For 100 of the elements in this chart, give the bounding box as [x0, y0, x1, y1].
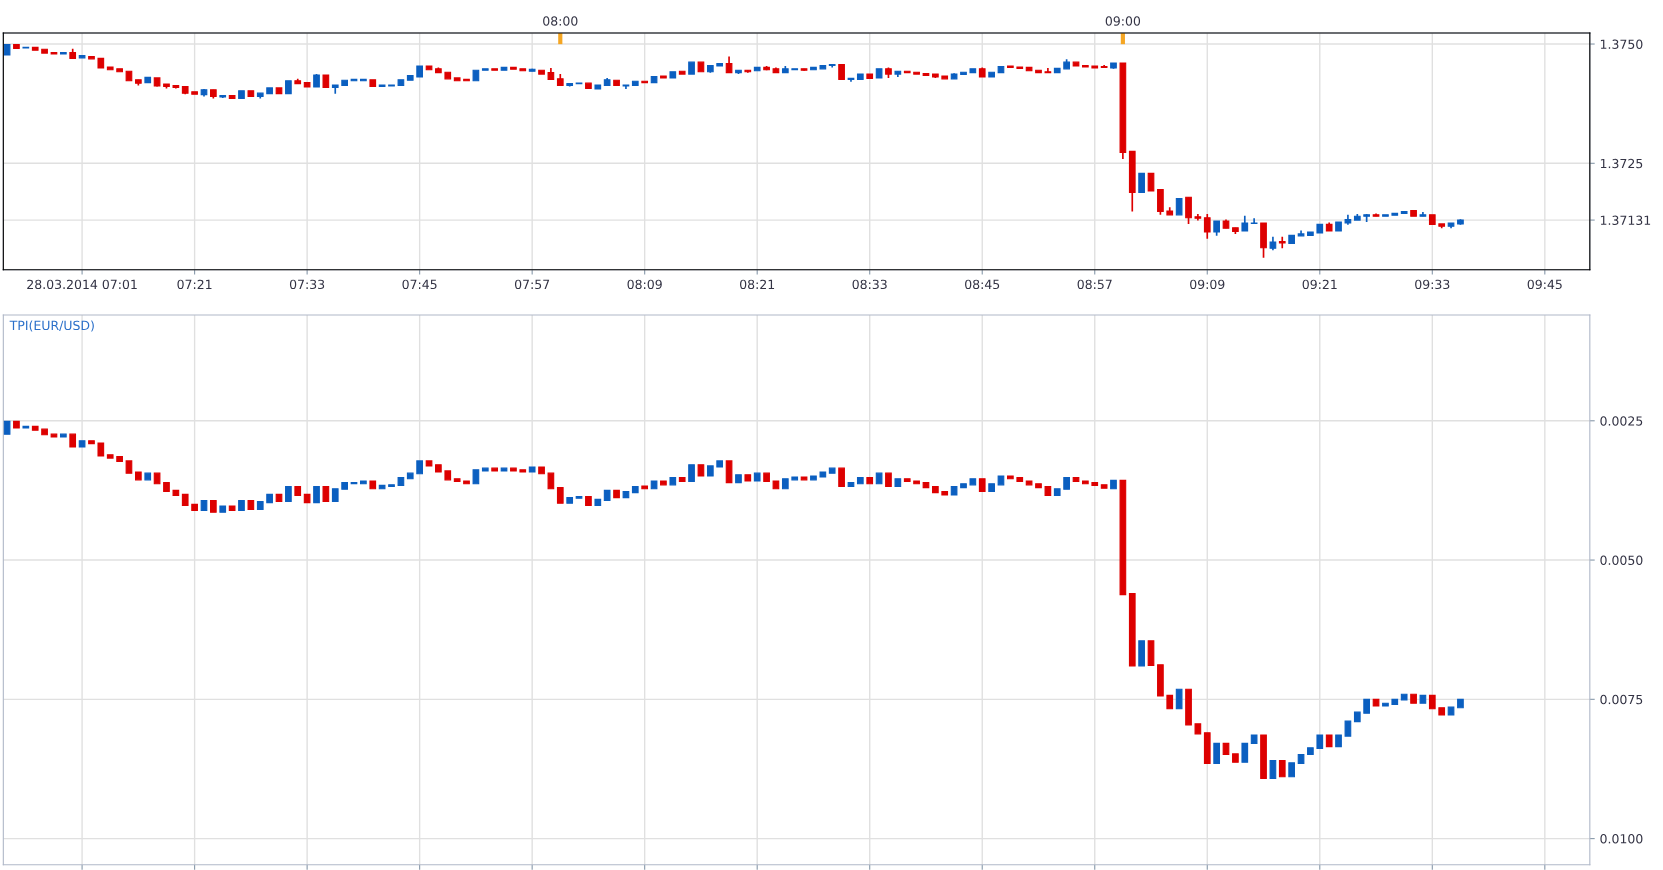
candlestick: [1391, 698, 1399, 705]
candlestick: [1288, 762, 1296, 778]
candlestick: [247, 499, 255, 510]
candlestick: [472, 69, 480, 82]
candlestick: [360, 480, 367, 485]
candlestick: [13, 420, 20, 429]
candlestick: [1382, 702, 1389, 707]
candlestick: [125, 460, 133, 474]
candlestick: [1325, 734, 1333, 748]
candlestick: [744, 474, 752, 482]
candlestick: [510, 467, 517, 472]
candlestick: [1091, 65, 1099, 69]
candlestick: [903, 478, 911, 483]
candlestick: [528, 466, 536, 473]
candlestick: [1410, 209, 1417, 217]
candlestick: [1410, 693, 1417, 704]
candlestick: [716, 460, 724, 468]
candlestick: [575, 495, 583, 499]
y-tick-label: 1.3725: [1600, 158, 1643, 169]
candlestick: [453, 478, 461, 483]
candlestick: [191, 91, 198, 95]
candlestick: [481, 467, 489, 472]
candlestick: [1007, 475, 1014, 480]
candlestick: [453, 77, 461, 82]
candlestick: [1382, 214, 1389, 217]
candlestick: [444, 71, 452, 80]
candlestick: [378, 484, 386, 490]
candlestick: [388, 484, 395, 488]
candlestick: [59, 433, 67, 438]
candlestick: [678, 70, 686, 75]
candlestick: [303, 82, 311, 88]
x-tick-label: 08:09: [627, 279, 662, 290]
candlestick: [763, 472, 770, 483]
x-tick-label: 08:33: [852, 279, 887, 290]
candlestick: [566, 497, 574, 504]
candlestick: [594, 84, 602, 90]
candlestick: [22, 425, 30, 429]
candlestick: [631, 80, 639, 87]
candlestick: [500, 66, 508, 71]
candlestick: [650, 75, 658, 84]
candlestick: [1203, 213, 1211, 240]
candlestick: [1194, 723, 1202, 735]
candlestick: [1157, 188, 1164, 216]
candlestick: [1100, 484, 1108, 489]
candlestick: [622, 490, 630, 499]
candlestick: [969, 68, 977, 74]
candlestick: [97, 57, 105, 69]
candlestick: [406, 472, 414, 480]
candlestick: [800, 476, 808, 481]
x-tick-label: 07:45: [402, 279, 437, 290]
candlestick: [510, 66, 517, 70]
candlestick: [791, 68, 799, 71]
x-tick-label: 09:33: [1415, 279, 1450, 290]
candlestick: [435, 464, 442, 473]
candlestick: [772, 480, 780, 490]
y-tick-label: 0.0100: [1600, 834, 1643, 844]
candlestick: [1278, 760, 1286, 778]
candlestick: [875, 68, 883, 79]
candlestick: [31, 46, 39, 51]
candlestick: [3, 420, 11, 435]
candlestick: [1307, 747, 1314, 756]
candlestick: [1081, 480, 1089, 485]
candlestick: [303, 493, 311, 504]
candlestick: [481, 68, 489, 71]
candlestick: [538, 466, 545, 475]
x-tick-label: 09:09: [1190, 279, 1225, 290]
candlestick: [688, 464, 695, 483]
candlestick: [1072, 61, 1080, 67]
candlestick: [1241, 742, 1249, 763]
candlestick: [1232, 753, 1239, 763]
candlestick: [181, 493, 189, 507]
candlestick: [913, 480, 920, 485]
candlestick: [1297, 753, 1305, 764]
candlestick: [753, 66, 761, 72]
x-tick-label: 28.03.2014 07:01: [27, 279, 137, 290]
candlestick: [1138, 640, 1145, 667]
candlestick: [228, 95, 236, 99]
candlestick: [932, 485, 939, 494]
candlestick: [1091, 482, 1099, 486]
candlestick: [547, 472, 555, 490]
candlestick: [472, 469, 480, 485]
candlestick: [1288, 234, 1296, 245]
candlestick: [1250, 734, 1258, 744]
candlestick: [997, 475, 1005, 486]
candlestick: [856, 73, 864, 80]
candlestick: [322, 485, 330, 503]
candlestick: [838, 63, 845, 80]
candlestick: [725, 460, 733, 484]
candlestick: [50, 433, 58, 438]
candlestick: [444, 470, 452, 481]
candlestick: [1363, 698, 1371, 714]
candlestick: [950, 485, 958, 496]
candlestick: [209, 499, 217, 513]
candlestick: [416, 65, 423, 78]
candlestick: [1175, 688, 1183, 710]
candlestick: [828, 467, 836, 474]
candlestick: [922, 482, 930, 489]
candlestick: [585, 82, 592, 89]
candlestick: [369, 79, 377, 88]
x-tick-label: 07:33: [289, 279, 325, 290]
